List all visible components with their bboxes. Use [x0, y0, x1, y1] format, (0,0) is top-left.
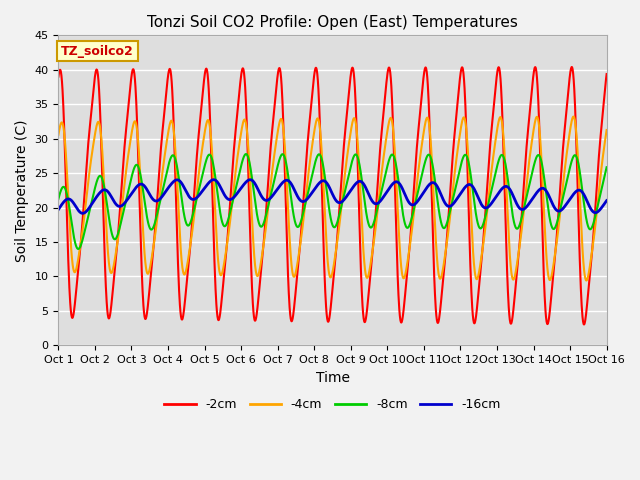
Title: Tonzi Soil CO2 Profile: Open (East) Temperatures: Tonzi Soil CO2 Profile: Open (East) Temp…: [147, 15, 518, 30]
Y-axis label: Soil Temperature (C): Soil Temperature (C): [15, 119, 29, 262]
X-axis label: Time: Time: [316, 371, 349, 384]
Legend: -2cm, -4cm, -8cm, -16cm: -2cm, -4cm, -8cm, -16cm: [159, 394, 506, 417]
Text: TZ_soilco2: TZ_soilco2: [61, 45, 134, 58]
